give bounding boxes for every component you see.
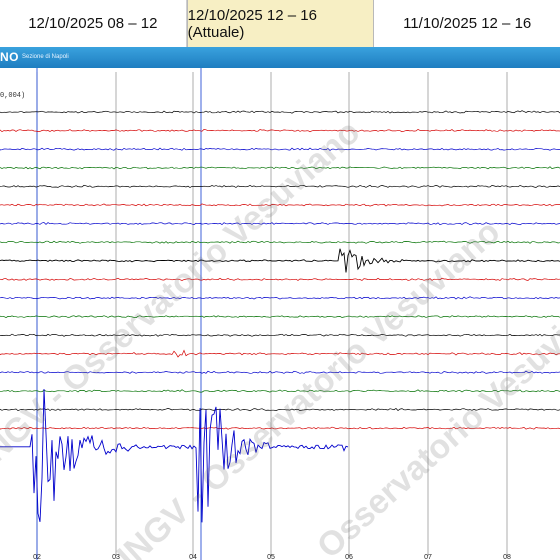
seismic-trace bbox=[0, 333, 560, 337]
seismic-trace bbox=[0, 184, 560, 188]
seismic-trace bbox=[0, 315, 560, 319]
tab-current-window[interactable]: 12/10/2025 12 – 16 (Attuale) bbox=[186, 0, 375, 47]
seismic-trace bbox=[0, 349, 560, 358]
seismic-trace bbox=[0, 222, 560, 226]
seismic-trace bbox=[0, 166, 560, 170]
seismic-trace bbox=[0, 147, 560, 151]
tab-previous-window[interactable]: 12/10/2025 08 – 12 bbox=[0, 0, 187, 47]
seismic-trace bbox=[0, 389, 560, 393]
tab-yesterday-window[interactable]: 11/10/2025 12 – 16 bbox=[403, 15, 532, 32]
time-tick-label: 06 bbox=[345, 554, 353, 560]
seismic-trace bbox=[0, 203, 560, 207]
seismic-trace bbox=[0, 426, 560, 430]
time-tick-label: 02 bbox=[33, 554, 41, 560]
time-tick-label: 05 bbox=[267, 554, 275, 560]
seismic-trace bbox=[0, 128, 560, 133]
time-tick-label: 04 bbox=[189, 554, 197, 560]
date-range-tabs: 12/10/2025 08 – 12 12/10/2025 12 – 16 (A… bbox=[0, 0, 560, 48]
seismic-trace bbox=[0, 240, 560, 244]
seismic-trace bbox=[0, 408, 560, 412]
time-tick-label: 03 bbox=[112, 554, 120, 560]
seismic-trace bbox=[0, 248, 560, 273]
time-tick-label: 07 bbox=[424, 554, 432, 560]
institute-logo-text: NO bbox=[0, 50, 19, 64]
seismic-trace bbox=[0, 388, 349, 523]
time-tick-label: 08 bbox=[503, 554, 511, 560]
amplitude-scale-label: 0,004) bbox=[0, 92, 26, 100]
seismic-trace bbox=[0, 296, 560, 300]
seismogram-header-bar: NO Sezione di Napoli bbox=[0, 47, 560, 68]
seismic-trace bbox=[0, 277, 560, 281]
watermark-text: INGV - Osservatorio Vesuviano bbox=[110, 213, 508, 560]
seismic-trace bbox=[0, 370, 560, 374]
watermark-text: INGV - Osservatorio Vesuviano bbox=[0, 113, 367, 476]
institute-section-label: Sezione di Napoli bbox=[22, 54, 69, 60]
seismic-trace bbox=[0, 110, 560, 114]
watermark-text: Osservatorio Vesuviano bbox=[310, 278, 560, 560]
